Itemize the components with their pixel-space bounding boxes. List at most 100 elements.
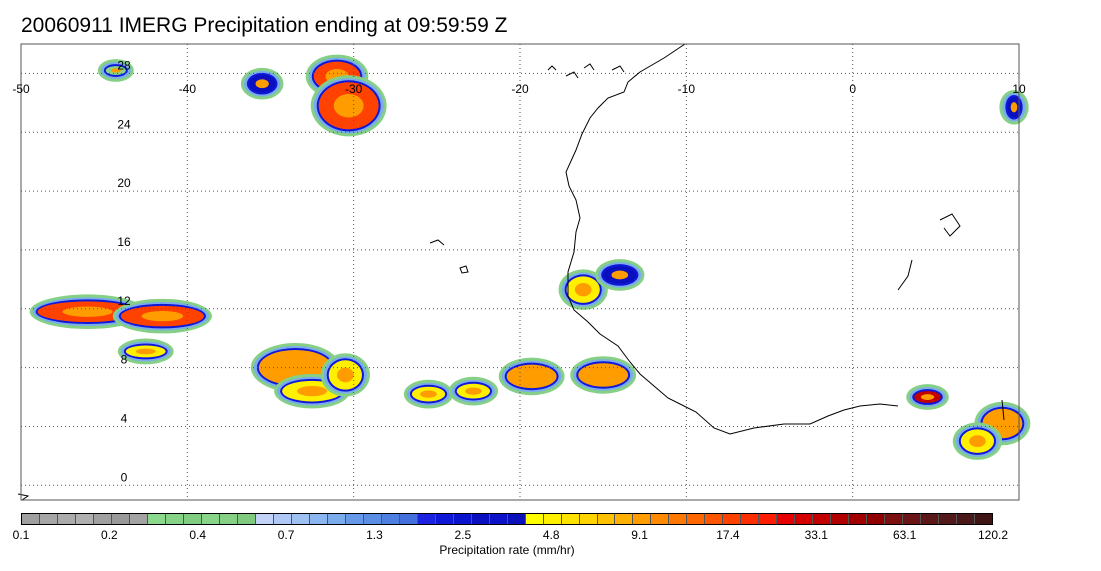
colorbar-swatch (741, 514, 760, 524)
colorbar-swatch (219, 514, 238, 524)
colorbar-tick-label: 0.4 (189, 528, 207, 542)
precipitation-cell (310, 75, 387, 137)
latitude-label: 8 (121, 353, 128, 367)
colorbar-swatch (129, 514, 148, 524)
colorbar-swatch (507, 514, 526, 524)
colorbar-swatch (939, 514, 958, 524)
colorbar-swatch (867, 514, 886, 524)
colorbar-swatch (39, 514, 58, 524)
precipitation-cell (403, 379, 454, 409)
colorbar-swatch (975, 514, 993, 524)
longitude-label: -50 (12, 82, 30, 96)
colorbar-swatch (291, 514, 310, 524)
island-outlines (17, 63, 625, 501)
longitude-label: -20 (511, 82, 529, 96)
colorbar-swatch (903, 514, 922, 524)
precipitation-cell (320, 353, 370, 397)
precipitation-cell (117, 338, 174, 365)
colorbar-swatch (633, 514, 652, 524)
colorbar-tick-label: 4.8 (542, 528, 560, 542)
colorbar-swatch (723, 514, 742, 524)
colorbar-swatch (831, 514, 850, 524)
colorbar-swatch (22, 514, 40, 524)
colorbar-swatch (399, 514, 418, 524)
colorbar-tick-label: 0.7 (277, 528, 295, 542)
colorbar-swatch (111, 514, 130, 524)
precipitation-layer (29, 54, 1031, 460)
colorbar-swatch (93, 514, 112, 524)
colorbar-tick-label: 9.1 (631, 528, 648, 542)
latitude-label: 20 (117, 176, 131, 190)
axis-labels: -50 -40 -30 -20 -10 0 10 0 4 8 12 16 20 24 28 (12, 58, 1026, 484)
colorbar-swatch (453, 514, 472, 524)
precipitation-cell (570, 356, 637, 394)
colorbar-tick-label: 33.1 (804, 528, 828, 542)
colorbar-swatch (489, 514, 508, 524)
colorbar-swatch (255, 514, 274, 524)
colorbar-swatch (813, 514, 832, 524)
precipitation-cell (240, 67, 284, 100)
colorbar-swatch (525, 514, 544, 524)
colorbar-swatch (687, 514, 706, 524)
colorbar-tick-label: 2.5 (454, 528, 472, 542)
longitude-label: 10 (1012, 82, 1026, 96)
colorbar-swatch (795, 514, 814, 524)
colorbar-swatch (327, 514, 346, 524)
colorbar-tick-label: 17.4 (716, 528, 740, 542)
colorbar-swatch (669, 514, 688, 524)
colorbar-swatch (201, 514, 220, 524)
colorbar-swatch (345, 514, 364, 524)
latitude-label: 0 (121, 470, 128, 484)
colorbar (21, 513, 993, 525)
map-frame (20, 43, 1020, 501)
colorbar-swatch (435, 514, 454, 524)
colorbar-swatch (309, 514, 328, 524)
precipitation-cell (558, 269, 608, 310)
latitude-label: 4 (121, 411, 128, 425)
colorbar-swatch (165, 514, 184, 524)
colorbar-swatch (147, 514, 166, 524)
colorbar-swatch (597, 514, 616, 524)
precipitation-cell (999, 89, 1029, 125)
longitude-label: -40 (179, 82, 197, 96)
colorbar-swatch (849, 514, 868, 524)
colorbar-swatch (651, 514, 670, 524)
colorbar-tick-label: 63.1 (892, 528, 917, 542)
colorbar-swatch (561, 514, 580, 524)
graticule (20, 44, 1020, 500)
precipitation-cell (448, 376, 499, 406)
colorbar-swatch (705, 514, 724, 524)
africa-coastline (565, 43, 899, 435)
colorbar-swatch (183, 514, 202, 524)
colorbar-swatch (543, 514, 562, 524)
colorbar-swatch (615, 514, 634, 524)
colorbar-tick-label: 0.2 (101, 528, 118, 542)
coastline (17, 43, 1005, 501)
colorbar-swatch (759, 514, 778, 524)
colorbar-tick-label: 120.2 (977, 528, 1009, 542)
colorbar-swatch (381, 514, 400, 524)
colorbar-swatch (957, 514, 976, 524)
latitude-label: 16 (117, 235, 131, 249)
colorbar-swatch (237, 514, 256, 524)
precipitation-cell (595, 259, 645, 291)
precipitation-cell (498, 357, 565, 396)
colorbar-swatch (777, 514, 796, 524)
latitude-label: 24 (117, 117, 131, 131)
precipitation-cell (952, 422, 1003, 460)
longitude-label: 0 (849, 82, 856, 96)
colorbar-swatch (363, 514, 382, 524)
precipitation-cell (112, 298, 212, 334)
longitude-label: -10 (678, 82, 696, 96)
colorbar-swatch (885, 514, 904, 524)
colorbar-tick-label: 0.1 (12, 528, 30, 542)
colorbar-swatch (471, 514, 490, 524)
precipitation-cell (906, 384, 949, 410)
map-title: 20060911 IMERG Precipitation ending at 0… (21, 14, 508, 37)
colorbar-swatch (921, 514, 940, 524)
colorbar-swatch (57, 514, 76, 524)
colorbar-label: Precipitation rate (mm/hr) (439, 543, 575, 557)
colorbar-swatch (75, 514, 94, 524)
colorbar-swatch (417, 514, 436, 524)
